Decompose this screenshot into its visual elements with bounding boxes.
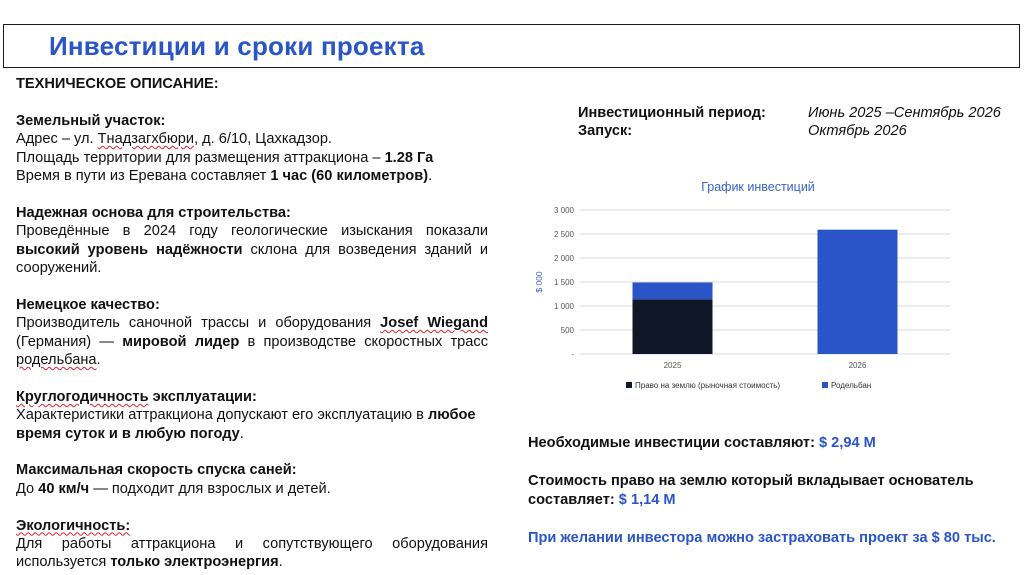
investment-period-label: Инвестиционный период:: [578, 105, 766, 121]
quality-text: Производитель саночной трассы и оборудов…: [16, 314, 488, 369]
period-info: Инвестиционный период: Июнь 2025 –Сентяб…: [578, 104, 1001, 140]
bar-2025-series-1: [632, 282, 713, 300]
y-tick-label: 1 500: [554, 278, 575, 287]
speed-text2: — подходит для взрослых и детей.: [89, 480, 331, 497]
launch-value: Октябрь 2026: [808, 123, 907, 139]
foundation-text2: склона для возведения зданий и сооружени…: [16, 241, 488, 277]
investment-summary-text: Необходимые инвестиции составляют:: [528, 435, 819, 451]
quality-text2: (Германия) —: [16, 333, 123, 350]
land-summary: Стоимость право на землю который вкладыв…: [528, 472, 1008, 510]
time-end: .: [428, 168, 433, 185]
summary: Необходимые инвестиции составляют: $ 2,9…: [528, 434, 1008, 548]
technical-description: ТЕХНИЧЕСКОЕ ОПИСАНИЕ: Земельный участок:…: [16, 75, 488, 572]
investment-summary: Необходимые инвестиции составляют: $ 2,9…: [528, 434, 1008, 453]
investment-summary-value: $ 2,94 М: [819, 435, 876, 451]
foundation-heading: Надежная основа для строительства:: [16, 204, 291, 221]
quality-bold: мировой лидер: [122, 333, 240, 350]
foundation-bold: высокий уровень надёжности: [16, 241, 243, 258]
land-area: Площадь территории для размещения аттрак…: [16, 149, 488, 167]
foundation-text1: Проведённые в 2024 году геологические из…: [16, 223, 488, 240]
address-street: Тнадзагхбюри: [97, 131, 195, 148]
bar-2026-series-1: [817, 229, 898, 354]
time-text: Время в пути из Еревана составляет: [16, 168, 271, 185]
address-prefix: Адрес – ул.: [16, 131, 98, 148]
y-tick-label: 500: [561, 326, 575, 335]
y-tick-label: 2 000: [554, 254, 575, 263]
y-tick-label: 1 000: [554, 302, 575, 311]
land-time: Время в пути из Еревана составляет 1 час…: [16, 167, 488, 185]
yearround-text2: .: [239, 425, 244, 442]
investment-period-value: Июнь 2025 –Сентябрь 2026: [808, 105, 1001, 121]
address-suffix: , д. 6/10, Цахкадзор.: [194, 131, 332, 148]
legend-label-1: Родельбан: [831, 381, 871, 390]
quality-word: родельбана: [16, 352, 97, 369]
quality-heading: Немецкое качество:: [16, 296, 160, 313]
quality-text3: в производстве скоростных трасс: [239, 333, 488, 350]
land-summary-text: Стоимость право на землю который вкладыв…: [528, 473, 974, 508]
launch-row: Запуск: Октябрь 2026: [578, 122, 1001, 140]
eco-heading: Экологичность:: [16, 517, 131, 534]
yearround-text: Характеристики аттракциона допускают его…: [16, 406, 488, 443]
land-summary-value: $ 1,14 М: [618, 492, 676, 508]
insurance-note: При желании инвестора можно застраховать…: [528, 530, 996, 546]
area-text: Площадь территории для размещения аттрак…: [16, 149, 385, 166]
x-tick-label: 2025: [664, 361, 682, 370]
quality-section: Немецкое качество: Производитель саночно…: [16, 296, 488, 370]
y-tick-label: 3 000: [554, 206, 575, 215]
land-section: Земельный участок: Адрес – ул. Тнадзагхб…: [16, 112, 488, 186]
x-tick-label: 2026: [849, 361, 867, 370]
eco-text: Для работы аттракциона и сопутствующего …: [16, 535, 488, 572]
foundation-section: Надежная основа для строительства: Прове…: [16, 204, 488, 278]
investment-chart: График инвестиций - 500 1 000 1 500 2 000 2 50…: [530, 172, 970, 402]
area-value: 1.28 Га: [384, 149, 434, 166]
quality-text1: Производитель саночной трассы и оборудов…: [16, 315, 381, 332]
legend-label-0: Право на землю (рыночная стоимость): [635, 381, 780, 390]
y-axis-label: $ 000: [534, 271, 544, 293]
title-bar: Инвестиции и сроки проекта: [3, 24, 1020, 68]
land-address: Адрес – ул. Тнадзагхбюри, д. 6/10, Цахка…: [16, 130, 488, 148]
speed-text1: До: [16, 480, 39, 497]
yearround-text1: Характеристики аттракциона допускают его…: [16, 407, 428, 424]
quality-brand: Josef Wiegand: [380, 315, 488, 332]
speed-bold: 40 км/ч: [38, 480, 90, 497]
speed-section: Максимальная скорость спуска саней: До 4…: [16, 461, 488, 498]
eco-bold: только электроэнергия: [110, 554, 279, 571]
eco-section: Экологичность: Для работы аттракциона и …: [16, 517, 488, 572]
land-heading: Земельный участок:: [16, 112, 166, 129]
eco-text1: Для работы аттракциона и сопутствующего …: [16, 536, 488, 571]
foundation-text: Проведённые в 2024 году геологические из…: [16, 222, 488, 277]
section-header: ТЕХНИЧЕСКОЕ ОПИСАНИЕ:: [16, 76, 219, 92]
time-value: 1 час (60 километров): [270, 168, 429, 185]
chart-svg: График инвестиций - 500 1 000 1 500 2 000 2 50…: [534, 180, 950, 390]
yearround-heading-rest: эксплуатации:: [148, 388, 257, 405]
legend-swatch-0: [626, 382, 632, 388]
y-tick-label: -: [571, 350, 574, 359]
y-tick-label: 2 500: [554, 230, 575, 239]
eco-text2: .: [278, 554, 283, 571]
yearround-heading: Круглогодичность эксплуатации:: [16, 388, 488, 406]
bar-2025-series-0: [632, 299, 713, 354]
speed-text: До 40 км/ч — подходит для взрослых и дет…: [16, 480, 488, 498]
yearround-bold: любое время суток и в любую погоду: [16, 407, 476, 442]
chart-title: График инвестиций: [701, 180, 815, 194]
legend-swatch-1: [822, 382, 828, 388]
investment-period-row: Инвестиционный период: Июнь 2025 –Сентяб…: [578, 104, 1001, 122]
quality-text4: .: [96, 352, 101, 369]
speed-heading: Максимальная скорость спуска саней:: [16, 462, 297, 479]
yearround-heading-word: Круглогодичность: [16, 388, 149, 405]
page-title: Инвестиции и сроки проекта: [49, 31, 425, 61]
yearround-section: Круглогодичность эксплуатации: Характери…: [16, 388, 488, 443]
launch-label: Запуск:: [578, 123, 633, 139]
